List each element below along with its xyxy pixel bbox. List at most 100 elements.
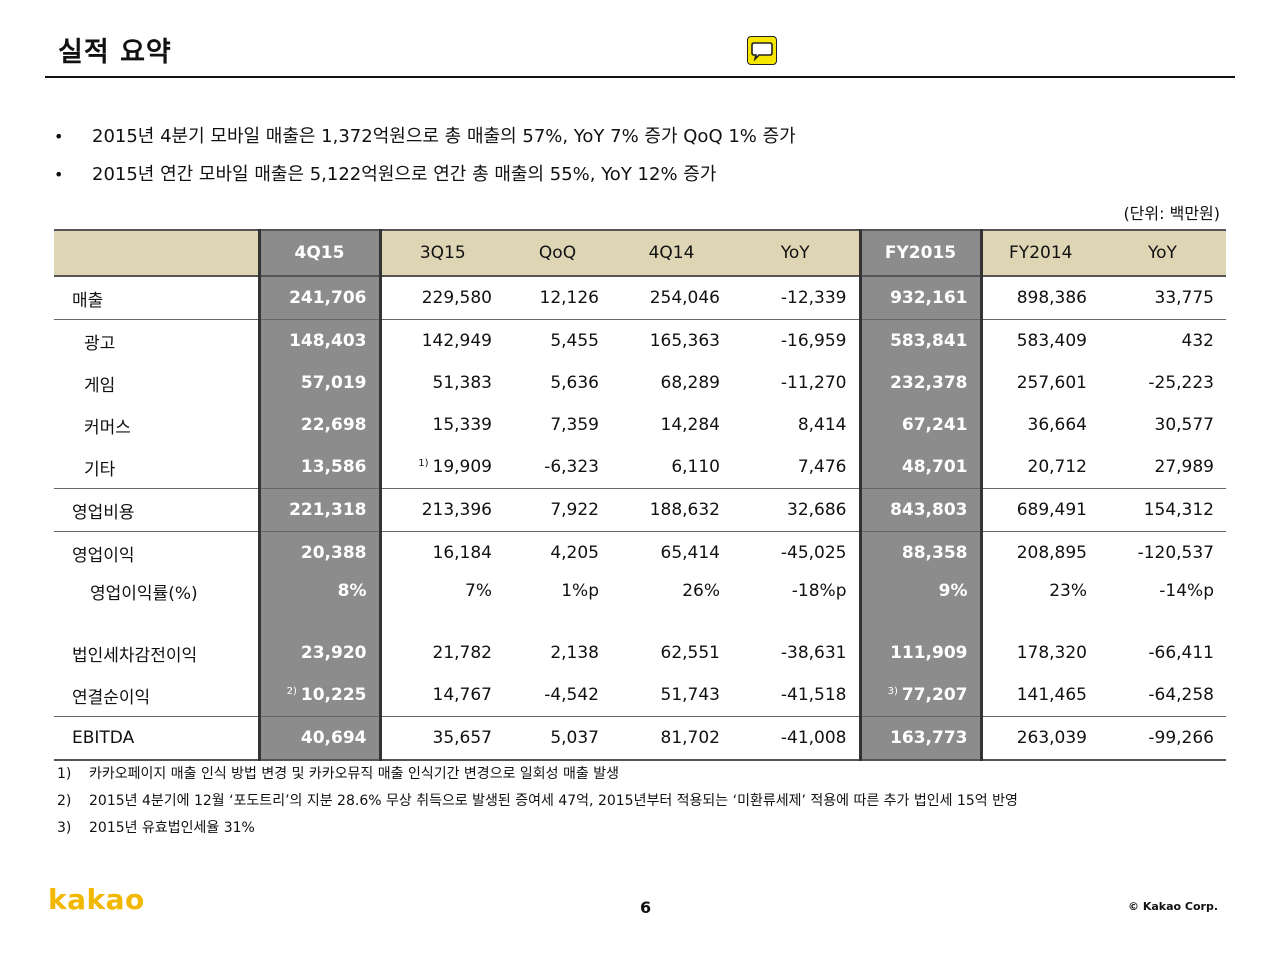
table-row: 영업비용 221,318 213,396 7,922 188,632 32,68… [54, 488, 1226, 532]
header-yoy-quarter: YoY [732, 229, 860, 277]
header-label [54, 229, 259, 277]
cell: 51,383 [432, 373, 492, 393]
financial-summary-table: 4Q15 3Q15 QoQ 4Q14 YoY FY2015 FY2014 YoY… [54, 229, 1226, 761]
row-label: 기타 [84, 459, 116, 480]
cell: 36,664 [1027, 415, 1087, 435]
footnote-mark: 3) [887, 686, 898, 697]
cell: 254,046 [649, 288, 720, 308]
cell: -66,411 [1148, 643, 1214, 663]
cell: 15,339 [432, 415, 492, 435]
cell: -4,542 [544, 685, 599, 705]
cell: 7,922 [504, 488, 611, 532]
cell: 111,909 [858, 632, 983, 674]
cell: 229,580 [421, 288, 492, 308]
cell: 142,949 [380, 319, 504, 362]
unit-label: (단위: 백만원) [1123, 204, 1220, 223]
cell: 21,782 [432, 643, 492, 663]
row-label: 커머스 [84, 417, 131, 438]
cell: 689,491 [981, 488, 1099, 532]
table-row: 법인세차감전이익 23,920 21,782 2,138 62,551 -38,… [54, 632, 1226, 674]
table-spacer-row [54, 608, 1226, 632]
cell: 4,205 [504, 531, 611, 574]
cell: 26% [682, 581, 720, 601]
header-3q15: 3Q15 [380, 229, 504, 277]
cell: 48,701 [858, 446, 983, 489]
cell: 241,706 [257, 276, 382, 320]
cell: 51,743 [660, 685, 720, 705]
cell: 1) 19,909 [418, 457, 492, 477]
header-fy2014: FY2014 [981, 229, 1099, 277]
cell: 583,409 [981, 319, 1099, 362]
cell: 141,465 [1016, 685, 1087, 705]
cell: -6,323 [544, 457, 599, 477]
cell: 843,803 [858, 488, 983, 532]
cell: 23% [1049, 581, 1087, 601]
cell: 65,414 [611, 531, 732, 574]
cell: -64,258 [1148, 685, 1214, 705]
cell: 40,694 [257, 716, 382, 761]
page-number: 6 [640, 898, 652, 917]
cell: 22,698 [257, 404, 382, 446]
cell: 62,551 [660, 643, 720, 663]
cell: 932,161 [858, 276, 983, 320]
table-row: 영업이익률(%) 8% 7% 1%p 26% -18%p 9% 23% -14%… [54, 574, 1226, 608]
bullet-dot-icon: • [54, 165, 64, 184]
cell: -16,959 [732, 319, 860, 362]
cell: 7,476 [797, 457, 847, 477]
cell: 213,396 [380, 488, 504, 532]
cell: -12,339 [780, 288, 847, 308]
cell: -120,537 [1099, 531, 1226, 574]
cell: 20,388 [257, 531, 382, 574]
cell: 30,577 [1154, 415, 1214, 435]
cell: -99,266 [1099, 716, 1226, 761]
row-label: 게임 [84, 375, 116, 396]
cell: 5,037 [504, 716, 611, 761]
cell: -14%p [1159, 581, 1214, 601]
row-label: 법인세차감전이익 [72, 645, 198, 666]
header-4q14: 4Q14 [611, 229, 732, 277]
cell: 178,320 [1016, 643, 1087, 663]
table-row: 커머스 22,698 15,339 7,359 14,284 8,414 67,… [54, 404, 1226, 446]
cell: -41,518 [780, 685, 847, 705]
cell: 7% [465, 581, 492, 601]
table-row: 연결순이익 2) 10,225 14,767 -4,542 51,743 -41,… [54, 674, 1226, 717]
cell: 14,767 [432, 685, 492, 705]
cell: -41,008 [732, 716, 860, 761]
cell: 163,773 [858, 716, 983, 761]
cell: 8,414 [797, 415, 847, 435]
cell: 165,363 [611, 319, 732, 362]
kakao-logo: kakao [48, 883, 145, 916]
row-label: 영업이익 [54, 531, 259, 574]
header-qoq: QoQ [504, 229, 611, 277]
cell: 583,841 [858, 319, 983, 362]
bullet-dot-icon: • [54, 127, 64, 146]
cell: -11,270 [780, 373, 847, 393]
table-row: 기타 13,586 1) 19,909 -6,323 6,110 7,476 48… [54, 446, 1226, 489]
cell: 27,989 [1154, 457, 1214, 477]
row-label: 연결순이익 [72, 687, 151, 708]
cell: 5,455 [504, 319, 611, 362]
row-label: 영업이익률(%) [90, 583, 198, 604]
row-label: 매출 [72, 290, 104, 311]
cell: 188,632 [611, 488, 732, 532]
cell: 23,920 [257, 632, 382, 674]
table-row: 게임 57,019 51,383 5,636 68,289 -11,270 23… [54, 362, 1226, 404]
cell: 148,403 [257, 319, 382, 362]
header-yoy-annual: YoY [1099, 229, 1226, 277]
row-label: EBITDA [54, 716, 259, 761]
cell: 1%p [561, 581, 599, 601]
cell: 20,712 [1027, 457, 1087, 477]
chat-bubble-icon [747, 36, 777, 65]
page-title: 실적 요약 [58, 37, 172, 68]
row-label: 광고 [54, 319, 259, 362]
cell: 2) 10,225 [257, 674, 382, 717]
cell: 32,686 [732, 488, 860, 532]
cell: -25,223 [1148, 373, 1214, 393]
footnote-mark: 2) [286, 686, 297, 697]
cell: 263,039 [981, 716, 1099, 761]
cell: 3) 77,207 [858, 674, 983, 717]
cell: 13,586 [257, 446, 382, 489]
table-row: 광고 148,403 142,949 5,455 165,363 -16,959… [54, 319, 1226, 362]
header-fy2015: FY2015 [858, 229, 983, 277]
cell: 7,359 [550, 415, 599, 435]
